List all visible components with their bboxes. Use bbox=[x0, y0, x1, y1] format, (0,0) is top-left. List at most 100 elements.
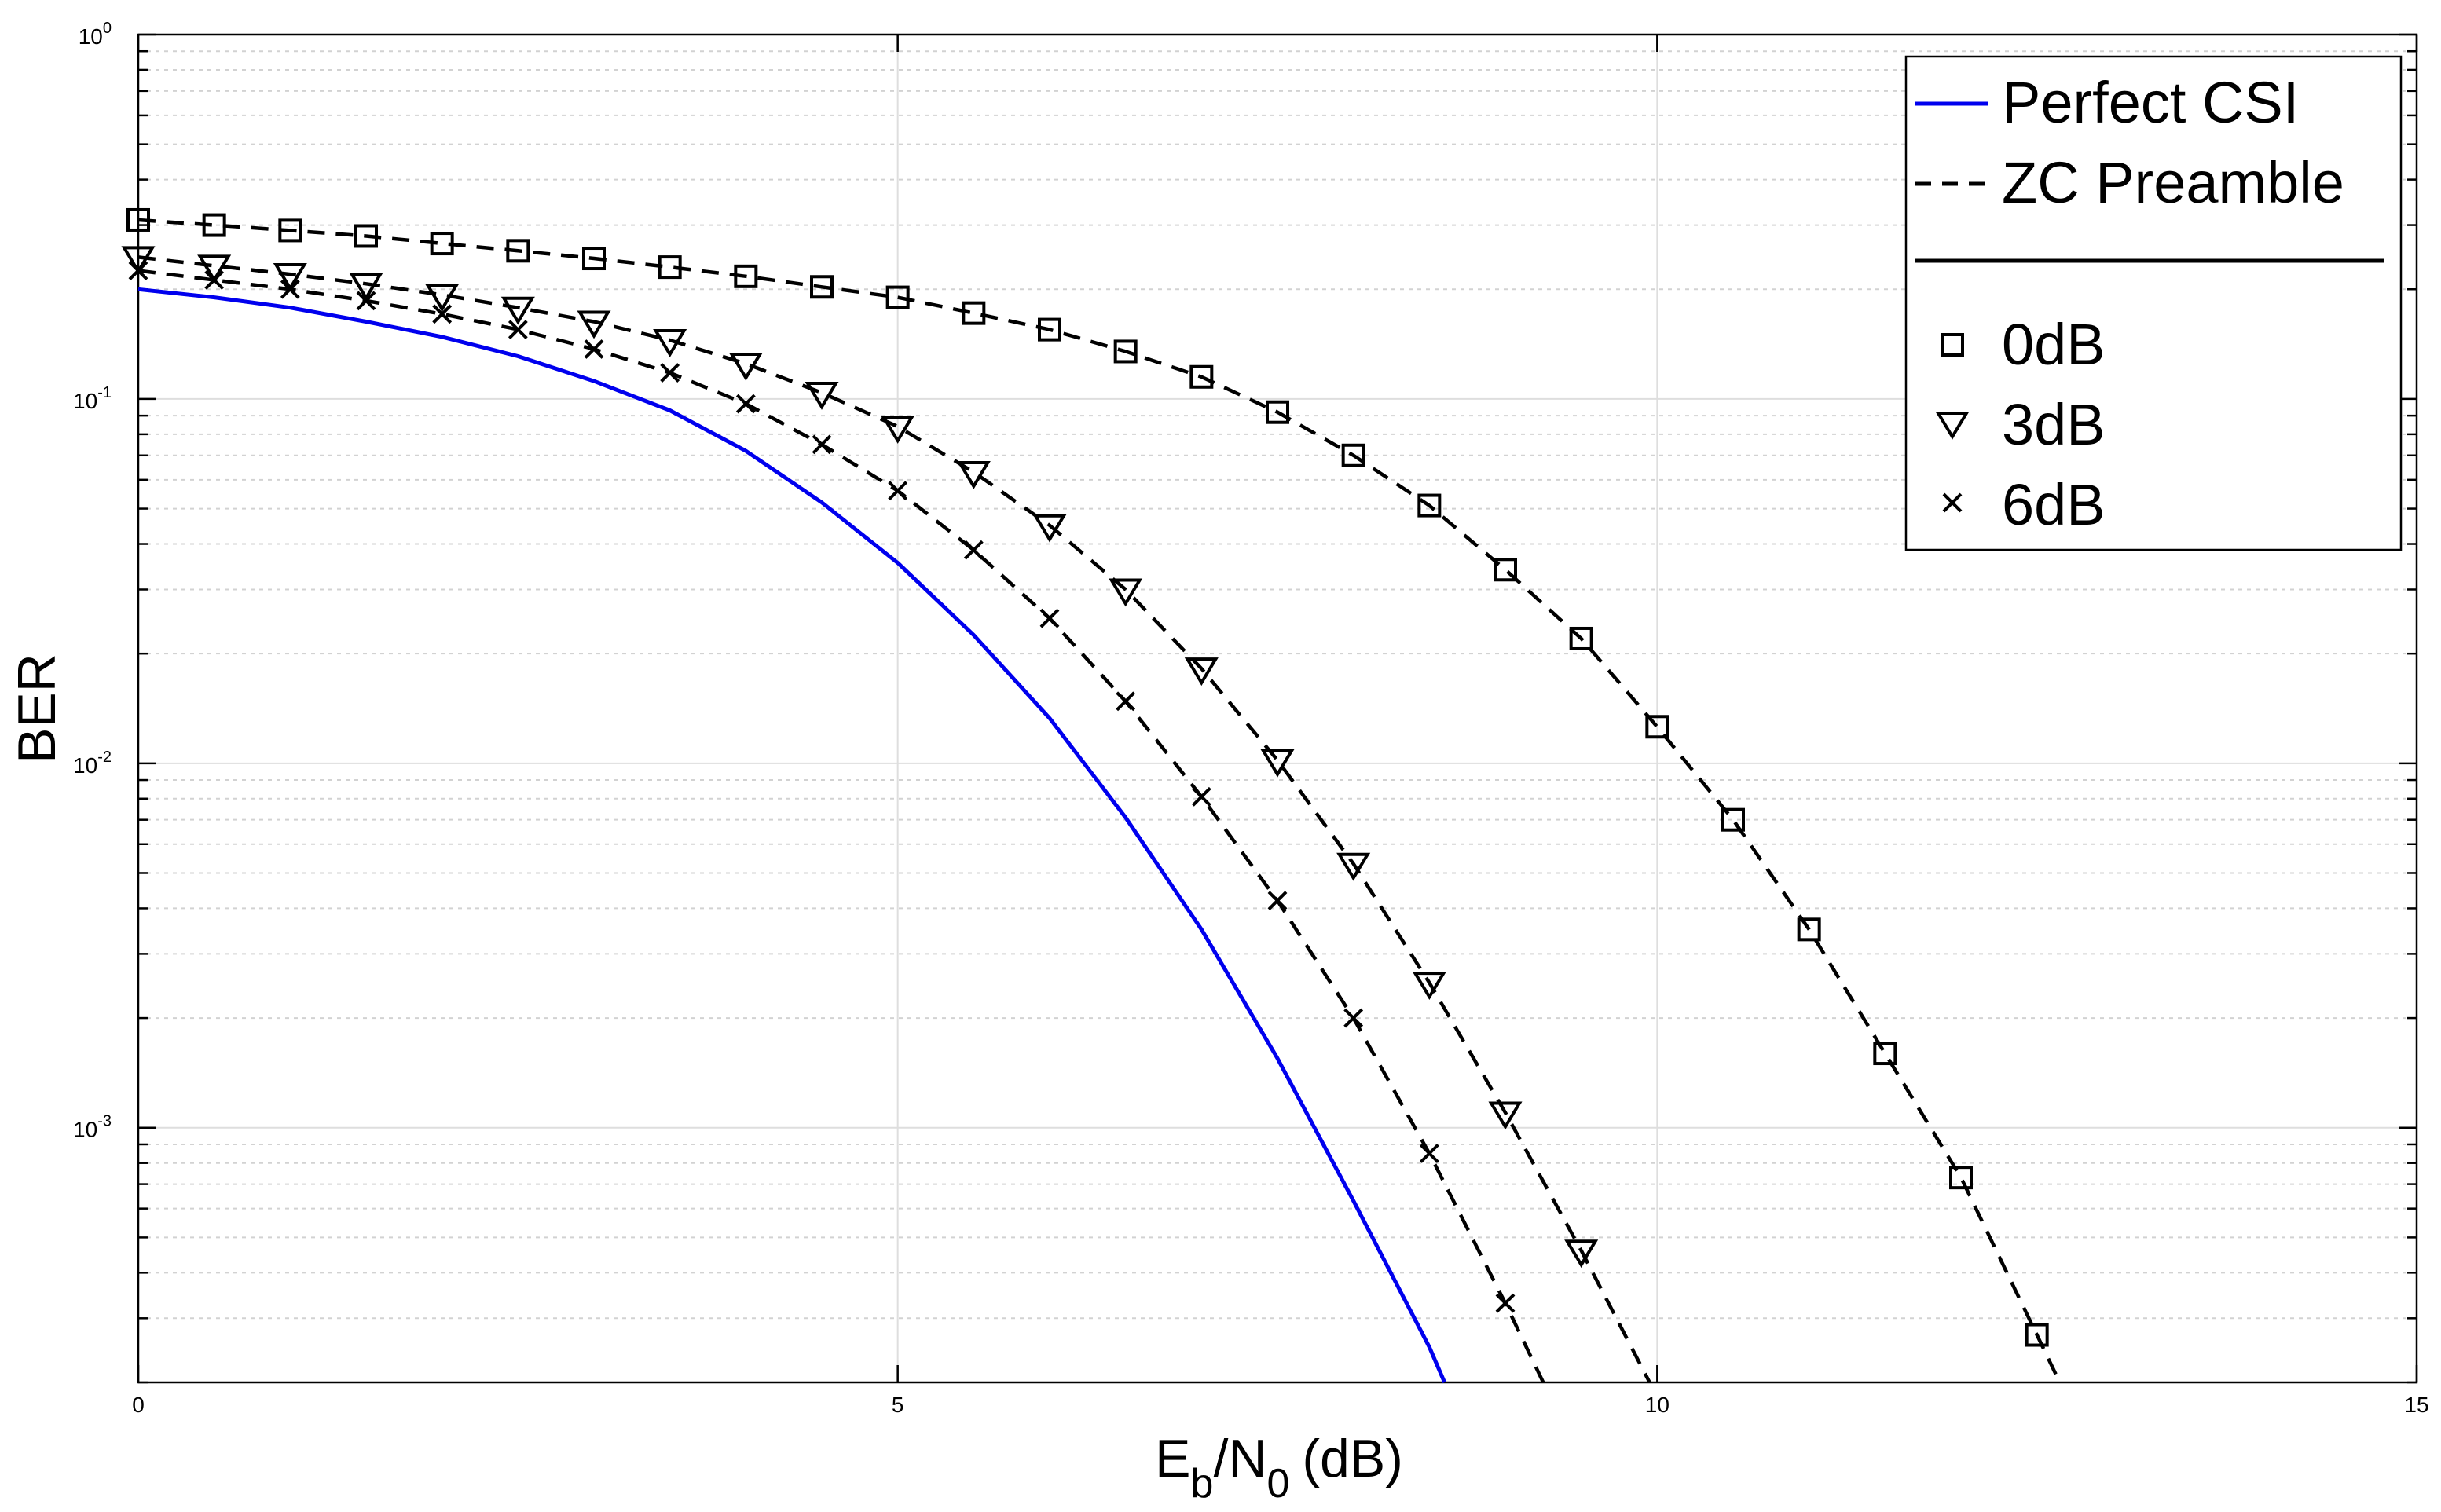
data-point-triangle bbox=[577, 310, 611, 339]
data-point-square bbox=[2025, 1323, 2049, 1347]
data-point-square bbox=[1494, 558, 1517, 582]
data-point-x bbox=[280, 279, 300, 299]
y-tick-label: 10-3 bbox=[73, 1113, 112, 1142]
data-point-square bbox=[354, 224, 378, 248]
x-label-n: N bbox=[1228, 1429, 1266, 1488]
data-point-x bbox=[584, 339, 604, 359]
data-point-x bbox=[1191, 786, 1211, 807]
axis-ticks bbox=[137, 33, 2418, 1384]
x-tick-label: 15 bbox=[2404, 1393, 2428, 1417]
data-point-triangle bbox=[956, 461, 991, 489]
data-point-triangle bbox=[121, 246, 156, 275]
data-point-square bbox=[1645, 715, 1669, 739]
data-point-square bbox=[1797, 917, 1821, 942]
data-point-triangle bbox=[349, 273, 383, 302]
legend-label-perfect-csi: Perfect CSI bbox=[2002, 70, 2299, 135]
data-point-triangle bbox=[1336, 852, 1371, 881]
x-tick-label: 10 bbox=[1645, 1393, 1669, 1417]
data-point-triangle bbox=[1109, 578, 1143, 607]
data-point-square bbox=[1266, 400, 1289, 424]
markers-layer bbox=[121, 207, 2049, 1347]
x-tick-labels: 0 5 10 15 bbox=[132, 1393, 2428, 1417]
data-point-square bbox=[1873, 1042, 1897, 1066]
data-point-square bbox=[1189, 364, 1214, 389]
data-point-x bbox=[432, 304, 453, 324]
plot-area-frame bbox=[137, 33, 2418, 1384]
data-point-square bbox=[810, 275, 834, 299]
data-point-x bbox=[128, 261, 148, 280]
data-point-x bbox=[1419, 1144, 1439, 1163]
x-label-e-sub: b bbox=[1191, 1461, 1214, 1507]
data-point-x bbox=[508, 320, 528, 340]
data-point-triangle bbox=[728, 352, 763, 381]
data-point-triangle bbox=[1184, 657, 1219, 686]
data-point-triangle bbox=[500, 296, 535, 325]
data-point-square bbox=[962, 301, 986, 325]
data-point-square bbox=[885, 285, 910, 309]
data-point-triangle bbox=[1412, 972, 1446, 1001]
x-tick-label: 5 bbox=[892, 1393, 904, 1417]
x-tick-label: 0 bbox=[132, 1393, 145, 1417]
data-point-square bbox=[278, 218, 302, 243]
data-point-square bbox=[1113, 339, 1138, 364]
data-point-triangle bbox=[1032, 514, 1067, 543]
legend-marker-triangle bbox=[1935, 412, 1970, 440]
legend-label-0db: 0dB bbox=[2002, 312, 2106, 377]
data-point-square bbox=[658, 255, 682, 280]
data-point-triangle bbox=[805, 382, 839, 410]
data-point-x bbox=[812, 434, 832, 455]
series-line-perfect-csi bbox=[137, 287, 1446, 1383]
data-point-square bbox=[430, 232, 454, 256]
data-point-square bbox=[126, 207, 150, 232]
data-point-triangle bbox=[653, 329, 687, 357]
series-line-zc-preamble-3db bbox=[137, 255, 1651, 1384]
x-label-n-sub: 0 bbox=[1266, 1461, 1289, 1507]
data-point-square bbox=[1721, 807, 1745, 832]
legend: Perfect CSI ZC Preamble 0dB 3dB 6dB bbox=[1904, 55, 2403, 551]
data-point-x bbox=[1039, 608, 1060, 628]
data-point-x bbox=[1116, 691, 1136, 712]
data-point-square bbox=[1949, 1166, 1973, 1190]
y-tick-label: 10-1 bbox=[73, 384, 112, 413]
data-point-triangle bbox=[273, 263, 307, 291]
legend-box bbox=[1904, 55, 2403, 551]
y-tick-label: 100 bbox=[79, 20, 112, 49]
data-point-triangle bbox=[1260, 749, 1295, 778]
data-point-triangle bbox=[881, 416, 915, 444]
data-point-square bbox=[202, 213, 226, 237]
x-label-unit: (dB) bbox=[1302, 1429, 1402, 1488]
series-line-zc-preamble-6db bbox=[137, 269, 1545, 1383]
data-point-square bbox=[734, 264, 758, 288]
x-label-e: E bbox=[1155, 1429, 1190, 1488]
legend-label-3db: 3dB bbox=[2002, 392, 2106, 457]
data-point-square bbox=[1038, 317, 1061, 342]
legend-marker-square bbox=[1941, 333, 1964, 357]
x-label-slash: / bbox=[1213, 1429, 1228, 1488]
data-point-x bbox=[1343, 1008, 1364, 1028]
data-point-x bbox=[204, 270, 225, 290]
data-point-square bbox=[506, 239, 530, 263]
legend-label-6db: 6dB bbox=[2002, 472, 2106, 537]
data-point-square bbox=[1417, 493, 1442, 518]
y-axis-label: BER bbox=[7, 653, 67, 763]
data-point-x bbox=[888, 481, 908, 501]
legend-marker-x bbox=[1942, 492, 1963, 513]
data-point-triangle bbox=[197, 254, 232, 284]
data-point-x bbox=[1267, 891, 1288, 911]
data-point-triangle bbox=[1488, 1101, 1523, 1130]
x-axis-label: Eb/N0 (dB) bbox=[1155, 1429, 1403, 1507]
series-line-zc-preamble-0db bbox=[137, 218, 2062, 1383]
data-point-x bbox=[1495, 1293, 1516, 1313]
y-tick-label: 10-2 bbox=[73, 749, 112, 778]
series-layer bbox=[137, 218, 2062, 1384]
data-point-x bbox=[963, 540, 984, 560]
data-point-triangle bbox=[425, 284, 460, 313]
data-point-x bbox=[356, 291, 376, 311]
data-point-x bbox=[660, 363, 680, 383]
y-tick-labels: 100 10-1 10-2 10-3 bbox=[73, 20, 112, 1142]
data-point-square bbox=[582, 247, 606, 271]
data-point-x bbox=[735, 394, 756, 414]
data-point-square bbox=[1341, 443, 1365, 467]
data-point-square bbox=[1569, 626, 1593, 650]
